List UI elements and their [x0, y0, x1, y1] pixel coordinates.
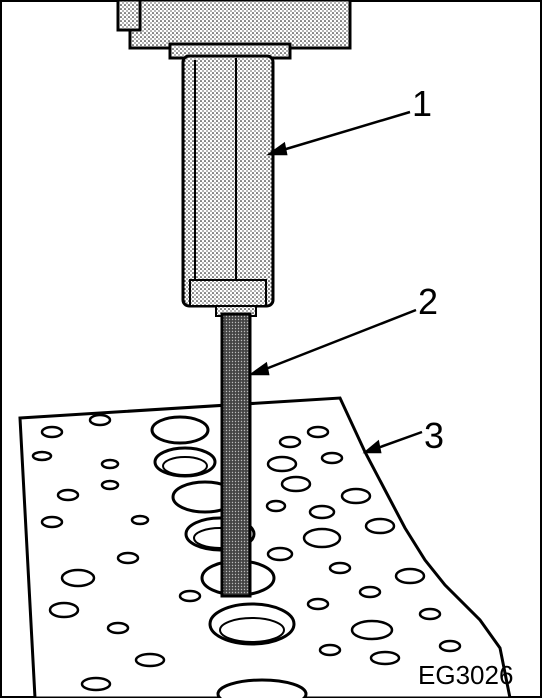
- leader-lines: [248, 110, 423, 454]
- tool-clamp: [116, 0, 352, 60]
- slide-hammer-body: [181, 54, 275, 308]
- callout-1: 1: [412, 83, 433, 124]
- figure-id: EG3026: [418, 660, 514, 690]
- callout-2: 2: [418, 281, 439, 322]
- guide-shaft: [215, 305, 257, 598]
- callout-3: 3: [424, 415, 445, 456]
